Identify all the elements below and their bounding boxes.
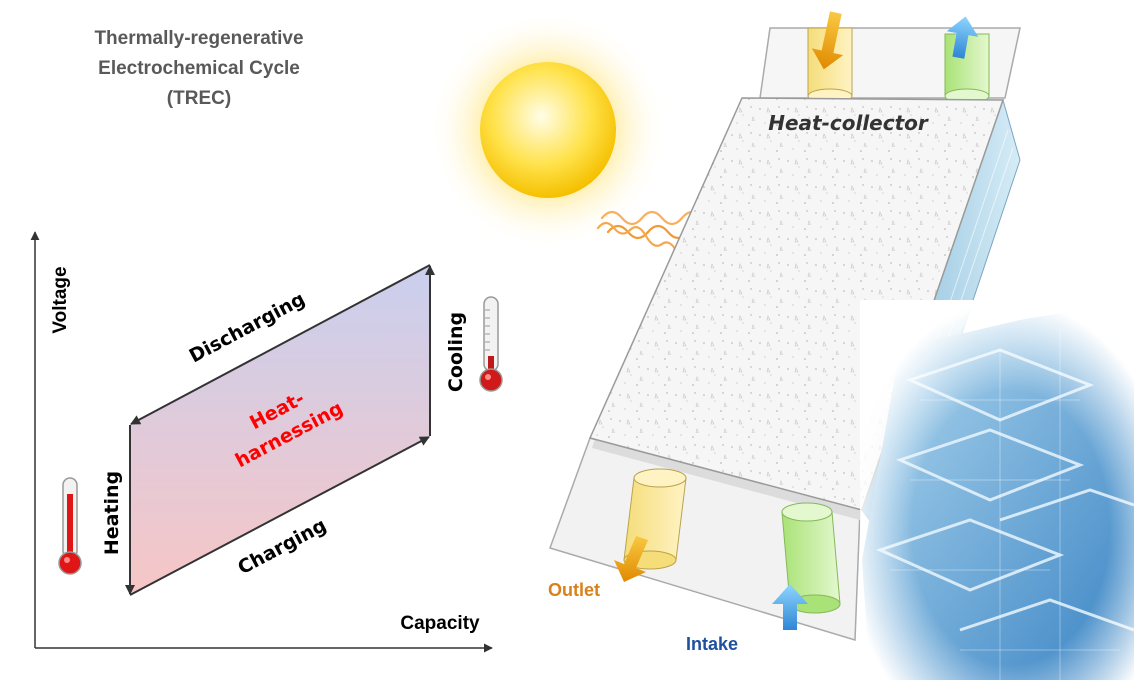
title-block: Thermally-regenerative Electrochemical C… <box>94 28 303 109</box>
top-manifold <box>759 11 1021 104</box>
outlet-label: Outlet <box>548 580 600 600</box>
intake-pipe <box>772 502 841 630</box>
building-image <box>860 300 1134 680</box>
title-line-3: (TREC) <box>167 88 231 109</box>
cooling-label: Cooling <box>445 312 467 392</box>
discharging-edge <box>130 264 431 425</box>
cycle-area <box>130 265 430 595</box>
cycle-plot: Voltage Capacity Heating Charging Coolin… <box>30 231 503 653</box>
charging-edge <box>129 436 430 596</box>
flow-arrow-icon <box>811 11 979 70</box>
title-line-2: Electrochemical Cycle <box>98 58 300 79</box>
sun-icon <box>428 10 668 250</box>
heating-label: Heating <box>101 471 123 555</box>
x-axis-label: Capacity <box>400 613 480 634</box>
y-axis-label: Voltage <box>50 266 71 333</box>
outlet-pipe <box>614 468 687 582</box>
outlet-arrow-icon <box>614 536 648 582</box>
title-line-1: Thermally-regenerative <box>94 28 303 49</box>
thermometer-cool-icon <box>479 296 503 392</box>
bottom-manifold: Outlet Intake <box>548 437 861 654</box>
intake-arrow-icon <box>772 584 808 630</box>
intake-label: Intake <box>686 634 738 654</box>
thermometer-hot-icon <box>58 477 82 575</box>
collector-label: Heat-collector <box>768 111 929 135</box>
